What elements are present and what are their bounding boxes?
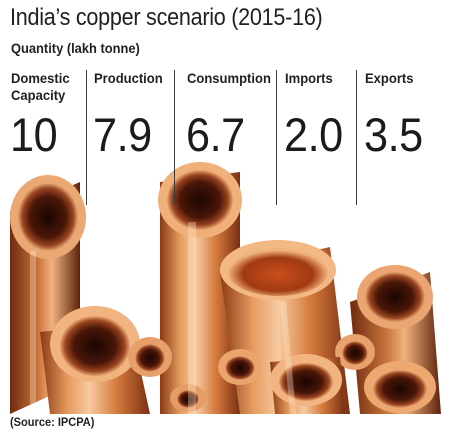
metric-production: Production 7.9 [93,70,168,160]
unit-subtitle: Quantity (lakh tonne) [11,40,140,56]
metric-domestic-capacity: Domestic Capacity 10 [10,70,74,160]
metric-label: Production [94,70,163,86]
column-divider [356,70,357,205]
metric-label: Exports [365,70,414,86]
metric-value: 2.0 [284,108,343,161]
source-note: (Source: IPCPA) [10,415,95,429]
page-title: India’s copper scenario (2015-16) [10,4,323,31]
metric-label: Consumption [187,70,271,86]
metric-value: 10 [10,108,58,161]
copper-pipes-image [10,62,441,414]
column-divider [276,70,277,205]
metric-exports: Exports 3.5 [364,70,423,160]
column-divider [86,70,87,205]
metric-label: Domestic Capacity [11,70,70,103]
metric-value: 3.5 [364,108,423,161]
metric-consumption: Consumption 6.7 [186,70,277,160]
metric-value: 6.7 [186,108,245,161]
column-divider [174,70,175,205]
metric-imports: Imports 2.0 [284,70,343,160]
metric-label: Imports [285,70,333,86]
metric-value: 7.9 [93,108,152,161]
